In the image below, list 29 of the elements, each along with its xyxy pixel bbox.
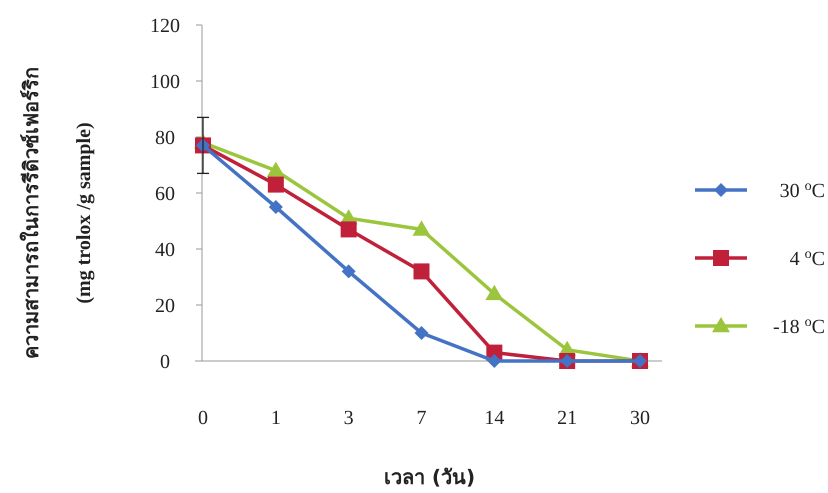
y-tick-label: 120 [150,15,180,37]
x-tick-label: 3 [344,407,354,429]
y-tick-label: 40 [155,239,175,261]
point [487,354,502,368]
y-tick-label: 20 [155,295,175,317]
x-tick-label: 1 [270,407,281,429]
x-tick-label: 21 [557,407,578,429]
point [340,221,357,238]
text: ความสามารถในการรีดิวซ์เฟอร์ริก (mg trolox /g sample) [19,67,95,359]
y-tick-label: 60 [155,183,175,205]
y-tick-label: 80 [155,127,175,149]
x-axis-title: เวลา (วัน) [384,465,476,489]
x-tick-label: 7 [416,407,426,429]
x-tick-label: 14 [484,407,504,429]
point [485,284,504,300]
y-tick-label: 100 [150,71,180,93]
point [266,162,285,177]
point [268,176,284,193]
point [414,326,428,340]
point [414,263,430,280]
legend-label: 30 $^{o}$C [780,178,825,202]
x-tick-label: 0 [198,407,208,429]
point [342,264,356,278]
legend-label: 4 $^{o}$C [790,246,825,270]
y-tick-label: 0 [160,351,170,373]
legend-label: -18 $^{o}$C [772,314,825,338]
x-tick-label: 30 [630,407,650,429]
point [412,220,430,236]
point [268,200,283,214]
